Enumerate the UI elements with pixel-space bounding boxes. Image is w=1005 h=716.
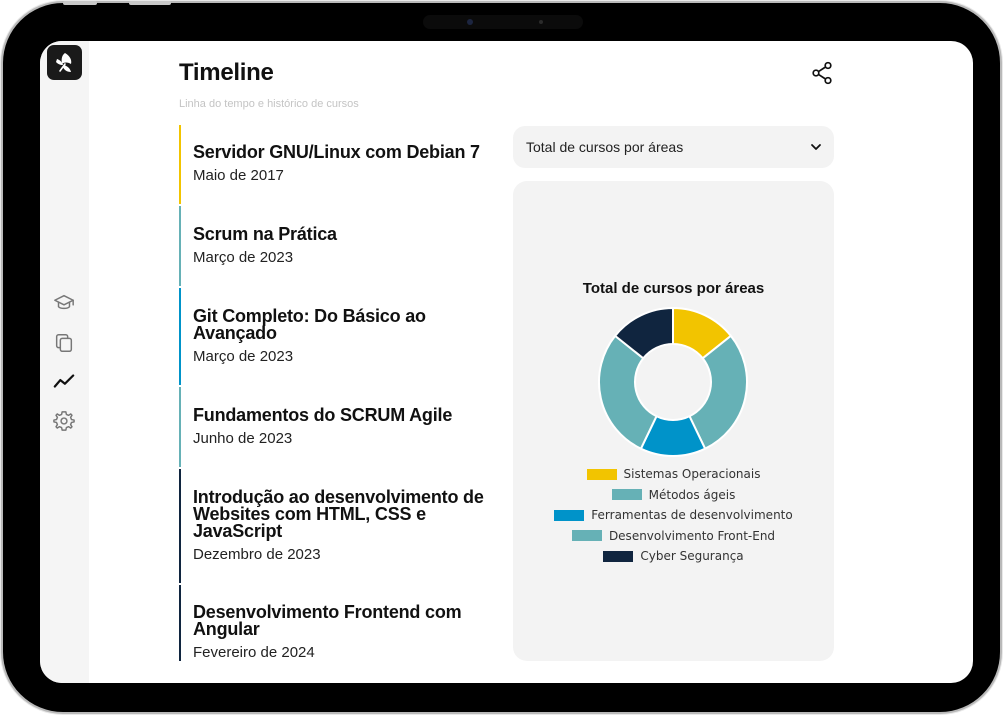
course-title: Scrum na Prática bbox=[193, 224, 337, 244]
timeline-item[interactable]: Desenvolvimento Frontend com Angular Fev… bbox=[179, 585, 499, 661]
legend-item[interactable]: Cyber Segurança bbox=[513, 546, 834, 567]
donut-slice[interactable] bbox=[598, 334, 658, 451]
donut-slice[interactable] bbox=[613, 306, 674, 360]
page-title: Timeline bbox=[179, 59, 274, 86]
leaf-logo-icon[interactable] bbox=[47, 45, 82, 80]
chart-filter-value: Total de cursos por áreas bbox=[526, 139, 684, 155]
volume-button bbox=[63, 1, 97, 5]
app-screen: Timeline Linha do tempo e histórico de c… bbox=[40, 41, 973, 683]
chart-card: Total de cursos por áreas Sistemas Opera… bbox=[513, 181, 834, 661]
timeline-item[interactable]: Servidor GNU/Linux com Debian 7 Maio de … bbox=[179, 125, 499, 204]
course-date: Março de 2023 bbox=[193, 348, 294, 365]
course-title: Introdução ao desenvolvimento de Website… bbox=[193, 487, 484, 541]
timeline-list: Servidor GNU/Linux com Debian 7 Maio de … bbox=[179, 125, 499, 661]
chevron-down-icon bbox=[811, 144, 821, 150]
legend-label: Sistemas Operacionais bbox=[623, 467, 761, 482]
graduation-cap-icon[interactable] bbox=[52, 291, 76, 315]
timeline-item[interactable]: Git Completo: Do Básico ao Avançado Març… bbox=[179, 288, 499, 385]
sidebar bbox=[40, 41, 89, 683]
legend-item[interactable]: Métodos ágeis bbox=[513, 485, 834, 506]
legend-label: Ferramentas de desenvolvimento bbox=[591, 508, 793, 523]
tablet-frame: Timeline Linha do tempo e histórico de c… bbox=[3, 1, 1000, 712]
legend-item[interactable]: Ferramentas de desenvolvimento bbox=[513, 505, 834, 526]
share-icon[interactable] bbox=[810, 61, 834, 85]
power-button bbox=[129, 1, 171, 5]
chart-legend: Sistemas Operacionais Métodos ágeis Ferram… bbox=[513, 464, 834, 567]
donut-chart bbox=[598, 306, 748, 457]
donut-slice[interactable] bbox=[688, 334, 748, 451]
page-subtitle: Linha do tempo e histórico de cursos bbox=[179, 98, 359, 110]
legend-label: Desenvolvimento Front-End bbox=[608, 528, 776, 543]
timeline-item[interactable]: Scrum na Prática Março de 2023 bbox=[179, 206, 499, 286]
legend-swatch bbox=[571, 530, 602, 542]
legend-label: Métodos ágeis bbox=[648, 487, 736, 502]
course-title: Git Completo: Do Básico ao Avançado bbox=[193, 306, 426, 343]
course-date: Fevereiro de 2024 bbox=[193, 644, 315, 661]
timeline-item[interactable]: Introdução ao desenvolvimento de Website… bbox=[179, 469, 499, 583]
legend-swatch bbox=[603, 550, 634, 562]
legend-swatch bbox=[611, 489, 642, 501]
legend-item[interactable]: Desenvolvimento Front-End bbox=[513, 526, 834, 547]
copy-icon[interactable] bbox=[52, 331, 76, 355]
trending-line-icon[interactable] bbox=[52, 369, 76, 393]
legend-swatch bbox=[586, 468, 617, 480]
chart-title: Total de cursos por áreas bbox=[582, 280, 765, 297]
legend-item[interactable]: Sistemas Operacionais bbox=[513, 464, 834, 485]
course-title: Fundamentos do SCRUM Agile bbox=[193, 405, 453, 425]
camera-bar bbox=[423, 15, 583, 29]
course-date: Maio de 2017 bbox=[193, 167, 284, 184]
course-title: Desenvolvimento Frontend com Angular bbox=[193, 602, 462, 639]
camera-icon bbox=[467, 19, 473, 25]
gear-icon[interactable] bbox=[52, 409, 76, 433]
course-title: Servidor GNU/Linux com Debian 7 bbox=[193, 142, 480, 162]
course-date: Março de 2023 bbox=[193, 249, 294, 266]
course-date: Dezembro de 2023 bbox=[193, 546, 321, 563]
legend-swatch bbox=[554, 509, 585, 521]
legend-label: Cyber Segurança bbox=[640, 549, 744, 564]
timeline-item[interactable]: Fundamentos do SCRUM Agile Junho de 2023 bbox=[179, 387, 499, 467]
course-date: Junho de 2023 bbox=[193, 430, 293, 447]
sensor-dot bbox=[539, 20, 543, 24]
chart-filter-select[interactable]: Total de cursos por áreas bbox=[513, 126, 834, 168]
